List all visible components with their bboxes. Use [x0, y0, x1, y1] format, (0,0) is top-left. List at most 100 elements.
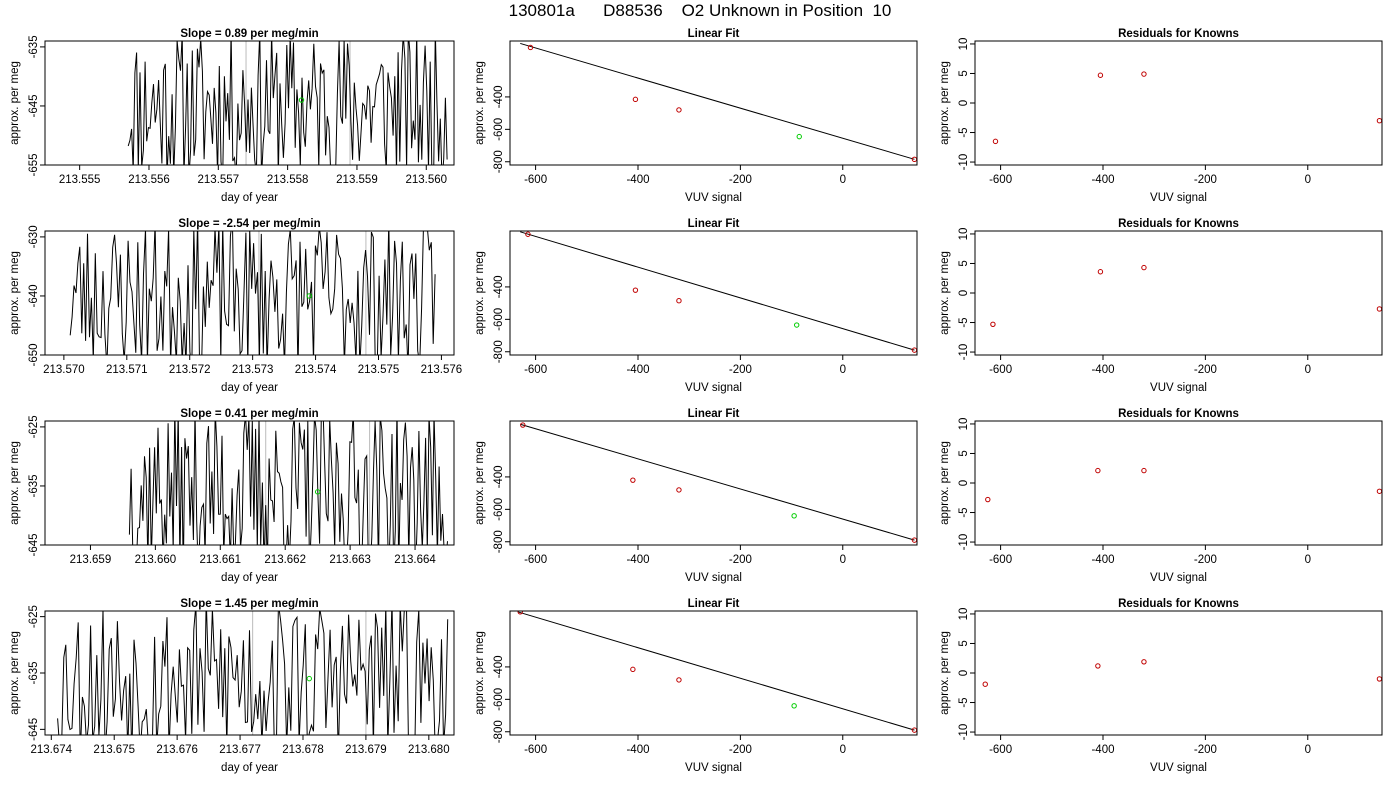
x-tick-label: 213.555	[59, 174, 101, 186]
unknown-point	[791, 513, 797, 519]
plot-area	[517, 611, 917, 733]
data-point	[1097, 269, 1104, 275]
y-tick-label: 0	[958, 670, 970, 676]
x-tick-label: 213.660	[135, 554, 177, 566]
x-tick-label: 213.560	[405, 174, 447, 186]
y-tick-label: -400	[493, 465, 505, 488]
plot-frame	[974, 420, 1383, 546]
data-point	[520, 422, 526, 428]
plot-area	[128, 421, 448, 545]
plot-area	[992, 71, 1382, 145]
y-axis-label: approx. per meg	[474, 61, 486, 145]
x-tick-label: -600	[524, 744, 547, 756]
y-tick-label: -400	[493, 655, 505, 678]
plot-frame	[974, 230, 1383, 356]
panel-2-2: Linear Fit -600 -400 -200 0 -400 -600 -800 VUV s…	[474, 218, 918, 394]
y-axis-label: approx. per meg	[474, 631, 486, 715]
y-tick-label: -635	[28, 661, 40, 684]
panel-1-1: Slope = 0.89 per meg/min 213.555 213.556 21…	[9, 28, 455, 204]
unknown-point	[791, 703, 797, 709]
data-point	[1376, 306, 1382, 312]
plot-frame	[44, 230, 455, 356]
x-tick-label: 213.571	[106, 364, 148, 376]
plot-frame	[44, 40, 455, 166]
y-tick-label: -625	[28, 605, 40, 628]
panel-title: Residuals for Knowns	[1118, 598, 1239, 610]
panel-title: Linear Fit	[688, 598, 740, 610]
data-point	[1095, 467, 1101, 474]
y-axis-label: approx. per meg	[474, 441, 486, 525]
y-axis-label: approx. per meg	[9, 61, 21, 145]
data-point	[630, 477, 636, 483]
x-tick-label: -400	[1091, 744, 1114, 756]
series-line	[69, 231, 436, 355]
data-point	[676, 487, 682, 493]
x-axis-label: VUV signal	[685, 762, 742, 774]
panel-4-1: Slope = 1.45 per meg/min 213.674 213.675 21…	[9, 598, 455, 774]
data-point	[990, 321, 996, 327]
y-tick-label: -625	[28, 415, 40, 438]
y-tick-label: -645	[28, 94, 40, 117]
y-tick-label: -400	[493, 275, 505, 298]
unknown-point	[796, 133, 802, 140]
panel-4-2: Linear Fit -600 -400 -200 0 -400 -600 -800 VUV s…	[474, 598, 918, 774]
y-tick-label: 5	[958, 70, 970, 76]
y-tick-label: -5	[958, 127, 970, 137]
plot-frame	[509, 420, 918, 546]
plot-frame	[509, 40, 918, 166]
y-tick-label: -10	[958, 724, 970, 741]
y-tick-label: -5	[958, 697, 970, 707]
plot-frame	[44, 610, 455, 736]
x-tick-label: 0	[1305, 744, 1311, 756]
data-point	[1095, 663, 1101, 669]
x-tick-label: -200	[729, 174, 752, 186]
x-tick-label: -200	[1194, 364, 1217, 376]
x-tick-label: 213.572	[169, 364, 211, 376]
x-tick-label: 213.558	[267, 174, 309, 186]
x-tick-label: -600	[524, 554, 547, 566]
y-tick-label: -600	[493, 118, 505, 141]
y-tick-label: 10	[958, 38, 970, 51]
unknown-point	[306, 675, 312, 682]
panel-title: Slope = -2.54 per meg/min	[178, 218, 320, 230]
x-tick-label: 213.677	[219, 744, 261, 756]
data-point	[1376, 676, 1382, 682]
fit-line	[520, 423, 915, 541]
x-axis-label: day of year	[221, 192, 278, 204]
x-tick-label: 213.661	[199, 554, 241, 566]
y-tick-label: -10	[958, 154, 970, 171]
panel-1-2: Linear Fit -600 -400 -200 0 -400 -600 -800 VUV s…	[474, 28, 918, 204]
fit-line	[517, 611, 915, 731]
data-point	[676, 107, 682, 113]
panel-4-3: Residuals for Knowns -600 -400 -200 0 -10 -5 0 5…	[939, 598, 1383, 774]
panel-title: Linear Fit	[688, 28, 740, 40]
x-tick-label: -200	[729, 744, 752, 756]
y-tick-label: 5	[958, 260, 970, 266]
x-tick-label: 213.659	[70, 554, 112, 566]
x-tick-label: -400	[1091, 364, 1114, 376]
x-tick-label: -600	[524, 174, 547, 186]
x-tick-label: -200	[1194, 554, 1217, 566]
panel-3-1: Slope = 0.41 per meg/min 213.659 213.660 21…	[9, 408, 455, 584]
plot-area	[982, 659, 1382, 687]
data-point	[1376, 118, 1382, 124]
series-line	[127, 41, 448, 165]
data-point	[517, 611, 523, 615]
data-point	[632, 287, 639, 293]
data-point	[525, 231, 531, 237]
y-tick-label: 5	[958, 450, 970, 456]
panel-title: Linear Fit	[688, 218, 740, 230]
x-tick-label: 213.674	[31, 744, 73, 756]
y-axis-label: approx. per meg	[9, 631, 21, 715]
x-tick-label: 213.664	[394, 554, 436, 566]
unknown-point	[298, 97, 305, 103]
x-tick-label: 213.576	[421, 364, 463, 376]
x-tick-label: -600	[524, 364, 547, 376]
x-axis-label: VUV signal	[1150, 382, 1207, 394]
y-tick-label: -645	[28, 718, 40, 741]
x-axis-label: VUV signal	[685, 192, 742, 204]
data-point	[1141, 467, 1147, 474]
plot-area	[990, 264, 1382, 327]
data-point	[527, 44, 534, 51]
